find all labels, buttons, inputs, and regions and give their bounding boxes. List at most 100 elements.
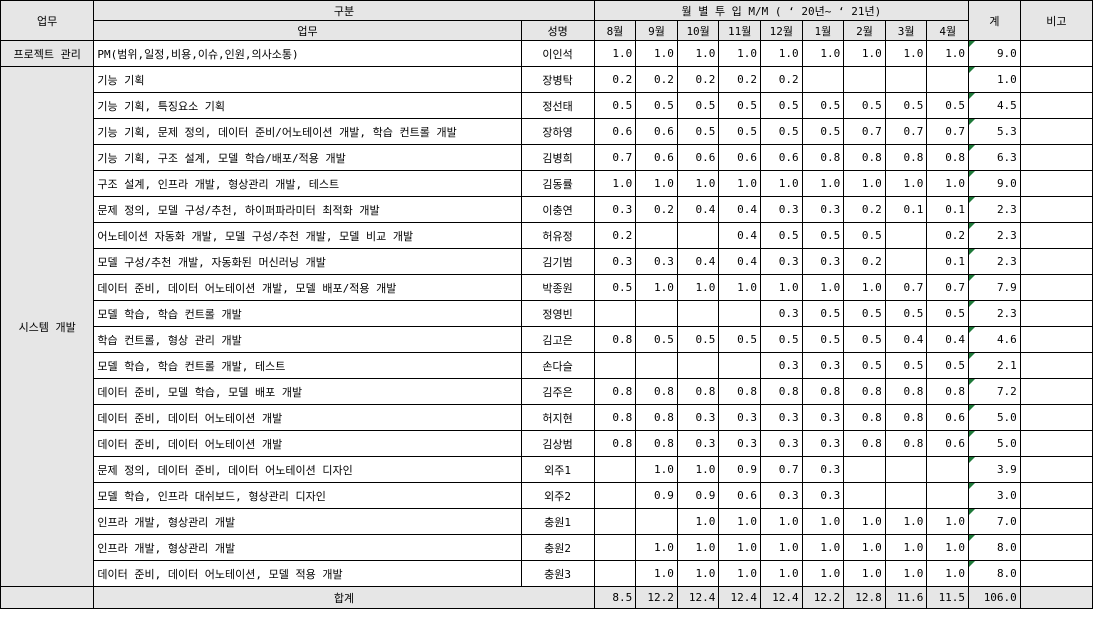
month-value-cell[interactable]: 0.5 xyxy=(843,222,886,249)
task-cell[interactable]: 데이터 준비, 데이터 어노테이션, 모델 적용 개발 xyxy=(93,560,522,587)
row-total-cell[interactable]: 2.3 xyxy=(968,300,1021,327)
month-value-cell[interactable]: 0.8 xyxy=(926,378,970,405)
month-value-cell[interactable]: 1.0 xyxy=(843,560,886,587)
month-value-cell[interactable]: 0.5 xyxy=(718,118,762,145)
month-value-cell[interactable] xyxy=(593,534,637,561)
month-value-cell[interactable] xyxy=(926,456,970,483)
month-value-cell[interactable]: 1.0 xyxy=(926,560,970,587)
month-value-cell[interactable]: 1.0 xyxy=(676,274,720,301)
name-cell[interactable]: 허지현 xyxy=(520,404,595,431)
month-value-cell[interactable]: 0.5 xyxy=(635,92,678,119)
task-cell[interactable]: 모델 구성/추천 개발, 자동화된 머신러닝 개발 xyxy=(93,248,522,275)
month-value-cell[interactable]: 1.0 xyxy=(635,274,678,301)
month-value-cell[interactable] xyxy=(884,456,928,483)
name-cell[interactable]: 김고은 xyxy=(520,326,595,353)
note-cell[interactable] xyxy=(1019,508,1094,535)
month-value-cell[interactable]: 0.6 xyxy=(926,404,970,431)
task-cell[interactable]: 기능 기획, 구조 설계, 모델 학습/배포/적용 개발 xyxy=(93,144,522,171)
month-value-cell[interactable]: 1.0 xyxy=(718,274,762,301)
month-value-cell[interactable]: 0.7 xyxy=(593,144,637,171)
month-value-cell[interactable]: 1.0 xyxy=(676,456,720,483)
month-value-cell[interactable]: 1.0 xyxy=(593,40,637,67)
month-value-cell[interactable] xyxy=(635,352,678,379)
header-month[interactable]: 10월 xyxy=(676,20,720,41)
month-value-cell[interactable]: 0.2 xyxy=(593,222,637,249)
month-value-cell[interactable]: 0.5 xyxy=(593,92,637,119)
month-value-cell[interactable] xyxy=(843,66,886,93)
note-cell[interactable] xyxy=(1019,326,1094,353)
month-value-cell[interactable]: 0.5 xyxy=(801,118,845,145)
month-value-cell[interactable]: 0.4 xyxy=(884,326,928,353)
task-cell[interactable]: PM(범위,일정,비용,이슈,인원,의사소통) xyxy=(93,40,522,67)
month-value-cell[interactable]: 0.3 xyxy=(593,248,637,275)
row-total-cell[interactable]: 4.6 xyxy=(968,326,1021,353)
month-value-cell[interactable]: 1.0 xyxy=(801,508,845,535)
month-value-cell[interactable]: 0.8 xyxy=(801,378,845,405)
task-cell[interactable]: 구조 설계, 인프라 개발, 형상관리 개발, 테스트 xyxy=(93,170,522,197)
header-total[interactable]: 계 xyxy=(968,0,1021,41)
month-value-cell[interactable] xyxy=(676,222,720,249)
month-value-cell[interactable]: 0.3 xyxy=(760,300,803,327)
month-value-cell[interactable]: 0.5 xyxy=(843,92,886,119)
row-total-cell[interactable]: 7.9 xyxy=(968,274,1021,301)
sum-total-cell[interactable]: 106.0 xyxy=(968,586,1021,609)
month-value-cell[interactable]: 1.0 xyxy=(926,170,970,197)
month-value-cell[interactable]: 0.9 xyxy=(635,482,678,509)
month-value-cell[interactable]: 1.0 xyxy=(843,508,886,535)
month-value-cell[interactable]: 1.0 xyxy=(635,534,678,561)
name-cell[interactable]: 정영빈 xyxy=(520,300,595,327)
month-value-cell[interactable]: 1.0 xyxy=(843,274,886,301)
month-value-cell[interactable]: 1.0 xyxy=(718,40,762,67)
task-cell[interactable]: 데이터 준비, 데이터 어노테이션 개발, 모델 배포/적용 개발 xyxy=(93,274,522,301)
month-value-cell[interactable]: 0.2 xyxy=(593,66,637,93)
name-cell[interactable]: 충원1 xyxy=(520,508,595,535)
task-cell[interactable]: 모델 학습, 학습 컨트롤 개발 xyxy=(93,300,522,327)
month-value-cell[interactable]: 0.3 xyxy=(801,196,845,223)
task-cell[interactable]: 어노테이션 자동화 개발, 모델 구성/추천 개발, 모델 비교 개발 xyxy=(93,222,522,249)
month-value-cell[interactable]: 1.0 xyxy=(718,534,762,561)
month-value-cell[interactable]: 0.7 xyxy=(926,274,970,301)
month-value-cell[interactable]: 0.6 xyxy=(926,430,970,457)
row-total-cell[interactable]: 3.0 xyxy=(968,482,1021,509)
month-value-cell[interactable]: 1.0 xyxy=(718,560,762,587)
month-value-cell[interactable] xyxy=(593,300,637,327)
header-month[interactable]: 12월 xyxy=(760,20,803,41)
month-value-cell[interactable]: 0.2 xyxy=(843,248,886,275)
month-value-cell[interactable]: 1.0 xyxy=(884,40,928,67)
month-value-cell[interactable] xyxy=(926,66,970,93)
month-value-cell[interactable]: 0.1 xyxy=(926,196,970,223)
name-cell[interactable]: 김병희 xyxy=(520,144,595,171)
month-value-cell[interactable] xyxy=(635,508,678,535)
month-value-cell[interactable]: 0.1 xyxy=(926,248,970,275)
sum-month-cell[interactable]: 12.2 xyxy=(635,586,678,609)
month-value-cell[interactable]: 0.8 xyxy=(843,404,886,431)
month-value-cell[interactable]: 0.5 xyxy=(926,300,970,327)
month-value-cell[interactable]: 0.8 xyxy=(676,378,720,405)
month-value-cell[interactable]: 1.0 xyxy=(635,170,678,197)
task-cell[interactable]: 기능 기획, 특징요소 기획 xyxy=(93,92,522,119)
month-value-cell[interactable]: 0.4 xyxy=(676,196,720,223)
name-cell[interactable]: 충원3 xyxy=(520,560,595,587)
month-value-cell[interactable]: 0.5 xyxy=(801,300,845,327)
month-value-cell[interactable]: 0.8 xyxy=(926,144,970,171)
note-cell[interactable] xyxy=(1019,352,1094,379)
task-cell[interactable]: 문제 정의, 데이터 준비, 데이터 어노테이션 디자인 xyxy=(93,456,522,483)
header-month[interactable]: 3월 xyxy=(884,20,928,41)
month-value-cell[interactable]: 0.6 xyxy=(635,118,678,145)
sum-month-cell[interactable]: 12.8 xyxy=(843,586,886,609)
month-value-cell[interactable]: 0.7 xyxy=(884,118,928,145)
month-value-cell[interactable]: 0.8 xyxy=(593,430,637,457)
month-value-cell[interactable]: 0.8 xyxy=(801,144,845,171)
task-cell[interactable]: 문제 정의, 모델 구성/추천, 하이퍼파라미터 최적화 개발 xyxy=(93,196,522,223)
header-month[interactable]: 11월 xyxy=(718,20,762,41)
month-value-cell[interactable]: 0.5 xyxy=(884,300,928,327)
month-value-cell[interactable]: 1.0 xyxy=(801,170,845,197)
month-value-cell[interactable]: 1.0 xyxy=(884,170,928,197)
task-cell[interactable]: 모델 학습, 학습 컨트롤 개발, 테스트 xyxy=(93,352,522,379)
month-value-cell[interactable]: 0.8 xyxy=(635,378,678,405)
month-value-cell[interactable]: 0.2 xyxy=(718,66,762,93)
task-cell[interactable]: 학습 컨트롤, 형상 관리 개발 xyxy=(93,326,522,353)
name-cell[interactable]: 김동률 xyxy=(520,170,595,197)
row-total-cell[interactable]: 2.1 xyxy=(968,352,1021,379)
month-value-cell[interactable]: 1.0 xyxy=(926,40,970,67)
